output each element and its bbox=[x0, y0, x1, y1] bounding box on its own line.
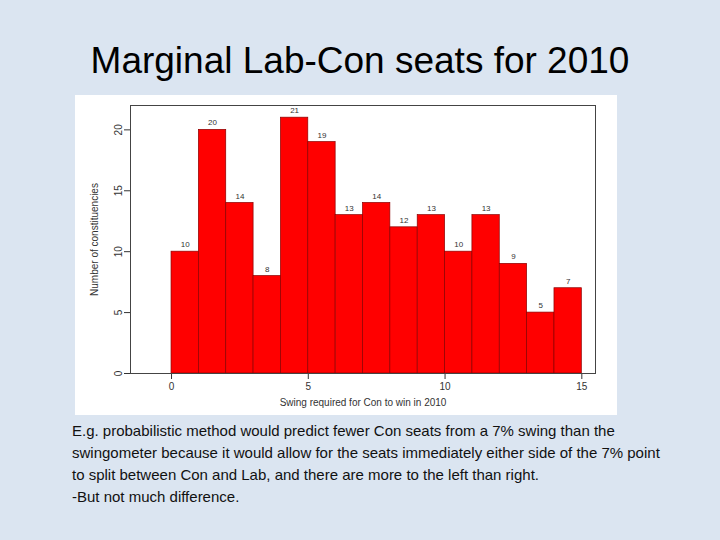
svg-text:14: 14 bbox=[372, 192, 381, 201]
svg-text:8: 8 bbox=[265, 265, 270, 274]
html-text:E.g. probabilistic method woul: E.g. probabilistic method would predict … bbox=[72, 422, 660, 483]
svg-text:5: 5 bbox=[306, 381, 312, 392]
svg-text:5: 5 bbox=[113, 309, 124, 315]
html-text:-But not much difference.: -But not much difference. bbox=[72, 488, 240, 505]
svg-text:Number of constituencies: Number of constituencies bbox=[89, 183, 100, 296]
svg-text:13: 13 bbox=[427, 204, 436, 213]
svg-text:13: 13 bbox=[345, 204, 354, 213]
svg-text:12: 12 bbox=[400, 216, 409, 225]
svg-text:10: 10 bbox=[113, 246, 124, 258]
html-text:Marginal Lab-Con seats for 201: Marginal Lab-Con seats for 2010 bbox=[90, 40, 630, 81]
svg-text:20: 20 bbox=[113, 124, 124, 136]
svg-text:15: 15 bbox=[113, 185, 124, 197]
svg-text:19: 19 bbox=[318, 131, 327, 140]
svg-text:5: 5 bbox=[539, 301, 544, 310]
svg-text:0: 0 bbox=[169, 381, 175, 392]
svg-text:15: 15 bbox=[576, 381, 588, 392]
svg-text:20: 20 bbox=[208, 118, 217, 127]
svg-text:0: 0 bbox=[113, 370, 124, 376]
svg-text:10: 10 bbox=[181, 240, 190, 249]
svg-text:9: 9 bbox=[511, 252, 516, 261]
svg-text:10: 10 bbox=[439, 381, 451, 392]
svg-text:10: 10 bbox=[454, 240, 463, 249]
svg-text:21: 21 bbox=[290, 106, 299, 115]
svg-text:13: 13 bbox=[482, 204, 491, 213]
svg-text:Swing required for Con to win: Swing required for Con to win in 2010 bbox=[280, 397, 447, 408]
svg-text:7: 7 bbox=[566, 277, 571, 286]
svg-text:14: 14 bbox=[235, 192, 244, 201]
